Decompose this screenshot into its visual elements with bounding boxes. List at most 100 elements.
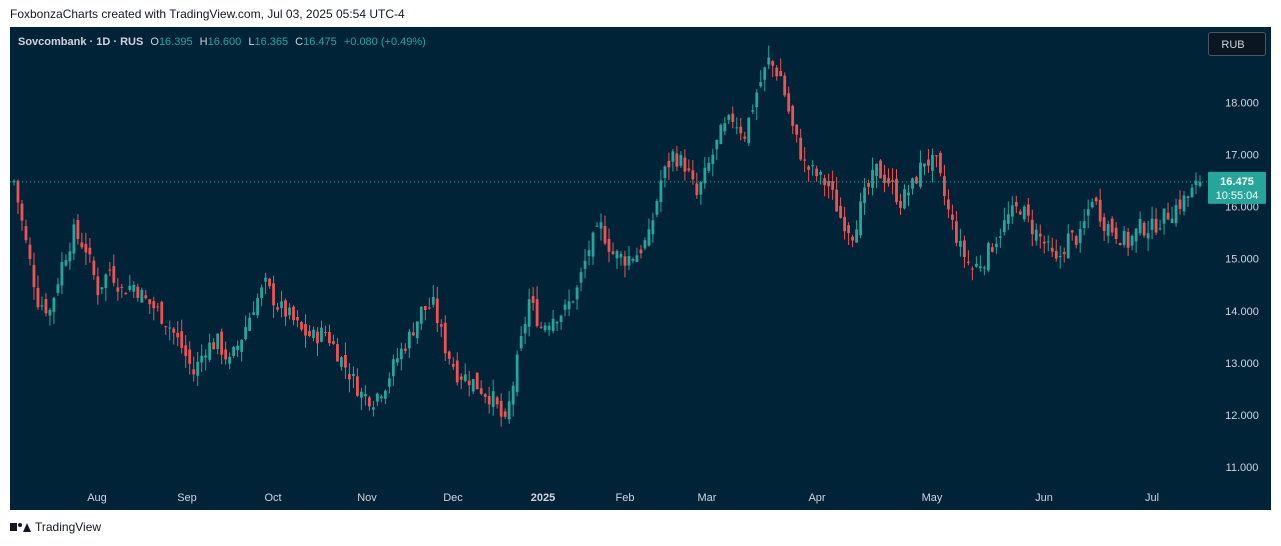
candle-body	[168, 327, 172, 329]
candle-body	[994, 243, 998, 248]
candle-body	[859, 201, 862, 236]
candle-body	[1038, 233, 1042, 237]
symbol-label[interactable]: Sovcombank · 1D · RUS	[18, 36, 144, 48]
x-tick-label: Dec	[443, 492, 463, 504]
candle-body	[76, 219, 80, 239]
candle-body	[998, 236, 1002, 238]
candle-body	[655, 200, 659, 215]
candle-body	[68, 251, 72, 262]
candle-body	[871, 169, 874, 188]
candle-body	[1010, 205, 1014, 217]
candle-body	[360, 391, 363, 398]
candle-body	[739, 126, 743, 134]
candle-body	[172, 328, 176, 333]
candle-body	[735, 127, 739, 129]
candle-body	[320, 327, 323, 342]
candle-body	[555, 322, 559, 324]
currency-button[interactable]: RUB	[1208, 32, 1266, 56]
candle-body	[1054, 251, 1058, 259]
candle-body	[671, 151, 675, 162]
candle-body	[1034, 229, 1038, 241]
candle-body	[407, 331, 411, 349]
candle-body	[1178, 199, 1182, 209]
candle-body	[1074, 236, 1078, 245]
candle-body	[92, 260, 96, 276]
candle-body	[140, 289, 144, 303]
candle-body	[567, 301, 571, 310]
chart-area[interactable]: 11.000 12.000 13.000 14.000 15.000 16.000 17.0…	[10, 27, 1271, 510]
candle-body	[332, 341, 335, 344]
candle-body	[160, 301, 164, 324]
candle-body	[220, 331, 224, 355]
candle-body	[336, 344, 339, 362]
candle-body	[152, 301, 156, 309]
candle-body	[559, 315, 563, 322]
candle-body	[200, 355, 204, 363]
candle-body	[1138, 218, 1142, 234]
candle-body	[1082, 221, 1086, 229]
candle-body	[1062, 252, 1066, 255]
candle-body	[495, 397, 499, 405]
candle-body	[216, 333, 220, 350]
candle-body	[192, 369, 196, 375]
candle-body	[711, 154, 715, 164]
candle-body	[84, 243, 88, 253]
tradingview-logo[interactable]: TradingView	[10, 520, 101, 534]
candle-body	[1142, 222, 1146, 236]
candle-body	[80, 242, 84, 248]
candle-body	[459, 376, 463, 380]
candle-body	[579, 272, 583, 283]
countdown-label: 10:55:04	[1216, 190, 1259, 202]
candle-body	[280, 301, 283, 309]
candle-body	[1174, 205, 1178, 224]
candle-body	[296, 316, 299, 321]
y-tick-label: 12.000	[1225, 410, 1259, 422]
candle-body	[523, 324, 527, 334]
candle-body	[583, 260, 587, 269]
candle-body	[48, 309, 52, 316]
candle-body	[503, 411, 507, 417]
candle-body	[787, 93, 791, 112]
candle-body	[815, 168, 819, 177]
candle-body	[803, 159, 807, 161]
candle-body	[707, 162, 711, 171]
candle-body	[264, 277, 267, 282]
candle-body	[519, 336, 523, 349]
candle-body	[252, 312, 255, 315]
candle-body	[375, 393, 379, 402]
y-tick-label: 11.000	[1226, 462, 1259, 474]
candle-body	[687, 168, 691, 171]
candle-body	[479, 388, 483, 394]
x-tick-label: Mar	[698, 492, 717, 504]
x-tick-label: Jun	[1035, 492, 1053, 504]
candle-body	[1158, 228, 1162, 230]
candle-body	[184, 345, 188, 356]
candle-body	[919, 162, 922, 187]
candle-body	[1162, 208, 1166, 224]
candle-body	[1046, 241, 1050, 243]
candle-body	[1118, 242, 1122, 246]
open-value: 16.395	[158, 36, 193, 48]
candle-body	[547, 325, 551, 330]
candle-body	[1098, 199, 1102, 222]
candle-body	[56, 284, 60, 293]
candle-body	[236, 345, 240, 351]
candle-body	[1154, 218, 1158, 233]
candle-body	[767, 57, 771, 65]
y-tick-label: 15.000	[1225, 254, 1259, 266]
candle-body	[411, 332, 415, 336]
candle-body	[595, 225, 599, 227]
candle-body	[970, 268, 974, 270]
y-tick-label: 14.000	[1225, 306, 1259, 318]
candle-body	[507, 401, 511, 420]
candlestick-chart[interactable]: 11.000 12.000 13.000 14.000 15.000 16.000 17.0…	[10, 27, 1271, 510]
candle-body	[383, 390, 387, 399]
candle-body	[32, 264, 36, 288]
candle-body	[435, 298, 439, 324]
candle-body	[228, 356, 232, 364]
candle-body	[1166, 212, 1170, 220]
candle-body	[511, 385, 515, 405]
change-value: +0.080 (+0.49%)	[343, 36, 426, 48]
low-label: L	[248, 36, 255, 48]
candle-body	[1078, 229, 1082, 243]
